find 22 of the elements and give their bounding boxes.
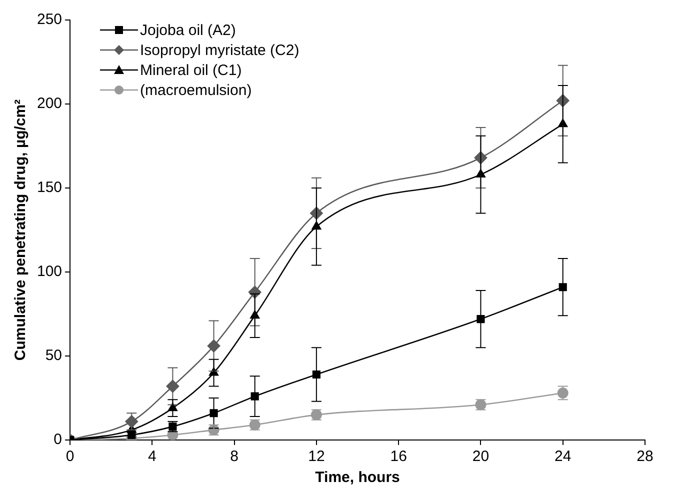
y-tick-label: 100: [36, 263, 62, 280]
point: [210, 409, 218, 418]
legend-label: (macroemulsion): [140, 82, 252, 98]
x-tick-label: 24: [554, 448, 572, 466]
y-axis-title: Cumulative penetrating drug, µg/cm²: [12, 99, 30, 361]
legend-label: Jojoba oil (A2): [140, 22, 236, 38]
x-tick-label: 20: [472, 448, 490, 466]
y-tick-label: 200: [36, 95, 62, 112]
legend-label: Mineral oil (C1): [140, 62, 242, 78]
point: [476, 315, 485, 324]
y-tick-label: 150: [36, 179, 62, 196]
x-tick-label: 0: [66, 448, 74, 466]
x-tick-label: 12: [308, 448, 325, 466]
x-tick-label: 4: [148, 448, 156, 466]
x-tick-label: 16: [390, 448, 407, 466]
y-tick-label: 50: [45, 347, 62, 364]
x-axis-title: Time, hours: [315, 469, 400, 486]
x-tick-label: 28: [636, 448, 654, 466]
y-tick-label: 0: [54, 431, 62, 448]
x-tick-label: 8: [230, 448, 238, 466]
legend-label: Isopropyl myristate (C2): [140, 42, 300, 58]
y-tick-label: 250: [36, 11, 62, 28]
